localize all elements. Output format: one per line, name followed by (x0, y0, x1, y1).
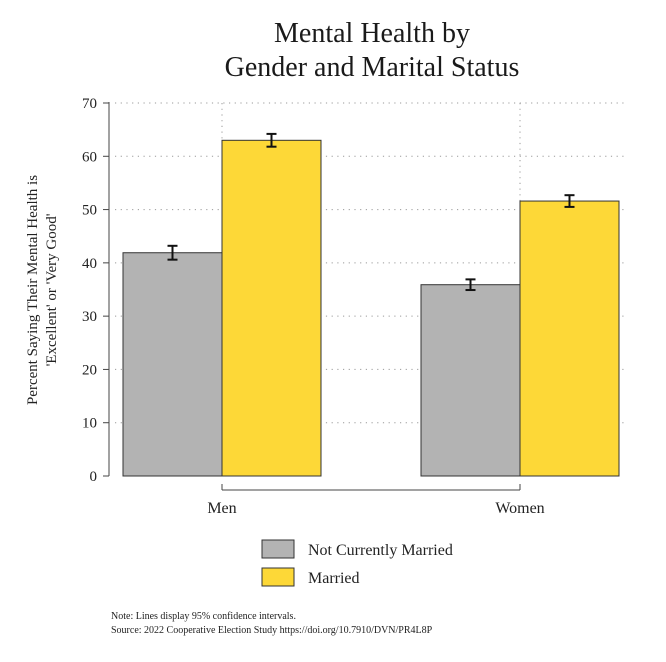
legend-label: Not Currently Married (308, 542, 453, 559)
y-axis-label-line-2: 'Excellent' or 'Very Good' (44, 213, 60, 366)
chart-title-line-1: Mental Health by (274, 18, 470, 49)
y-axis-label-line-1: Percent Saying Their Mental Health is (25, 175, 41, 405)
bar (519, 200, 620, 477)
legend-label: Married (308, 570, 360, 587)
y-tick-label: 40 (82, 256, 97, 272)
bar (221, 139, 322, 477)
note-line: Note: Lines display 95% confidence inter… (111, 611, 296, 622)
error-bars (167, 132, 575, 292)
y-tick-label: 60 (82, 149, 97, 165)
bar (420, 284, 521, 477)
y-tick-label: 70 (82, 96, 97, 112)
bar (122, 252, 223, 477)
x-tick-label: Men (207, 500, 236, 517)
x-tick-label: Women (495, 500, 544, 517)
x-axis: Men Women (207, 484, 545, 517)
y-tick-label: 0 (90, 469, 98, 485)
y-axis: 0 10 20 30 40 50 60 70 (82, 96, 110, 485)
y-tick-label: 50 (82, 203, 97, 219)
source-line: Source: 2022 Cooperative Election Study … (111, 625, 433, 636)
y-tick-label: 30 (82, 309, 97, 325)
legend-swatch (261, 567, 295, 587)
y-tick-label: 10 (82, 416, 97, 432)
legend-swatch (261, 539, 295, 559)
legend: Not Currently Married Married (261, 539, 453, 587)
y-tick-label: 20 (82, 362, 97, 378)
bars (122, 139, 620, 477)
chart-title-line-2: Gender and Marital Status (225, 52, 520, 83)
